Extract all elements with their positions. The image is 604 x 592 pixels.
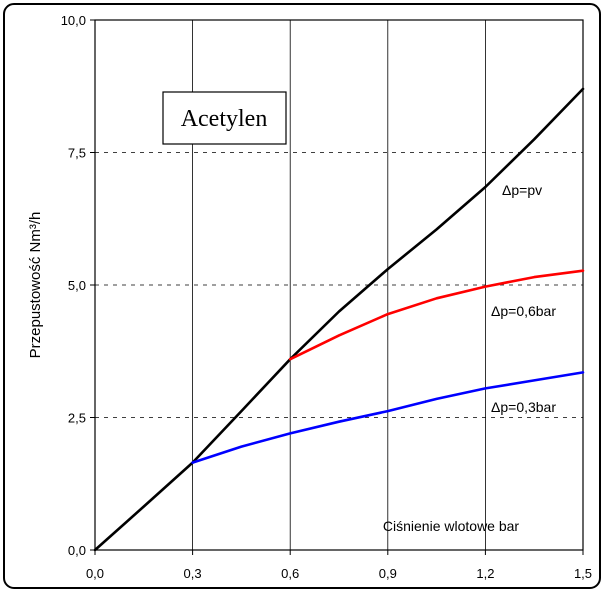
y-tick-label: 0,0 bbox=[68, 543, 86, 558]
axis-ticks: 0,0 0,3 0,6 0,9 1,2 1,5 0,0 2,5 5,0 7,5 10,0 bbox=[61, 13, 592, 581]
y-tick-label: 10,0 bbox=[61, 13, 86, 28]
chart-title-box: Acetylen bbox=[162, 91, 287, 145]
y-tick-label: 5,0 bbox=[68, 278, 86, 293]
series-lines bbox=[93, 87, 585, 552]
series-line-0 bbox=[93, 87, 585, 552]
x-tick-label: 0,0 bbox=[86, 566, 104, 581]
series-label-pv: Δp=pv bbox=[502, 182, 542, 198]
x-tick-label: 1,2 bbox=[476, 566, 494, 581]
y-tick-label: 2,5 bbox=[68, 411, 86, 426]
y-axis-title: Przepustowość Nm³/h bbox=[27, 212, 44, 359]
x-tick-label: 0,6 bbox=[281, 566, 299, 581]
series-label-0-6bar: Δp=0,6bar bbox=[491, 303, 556, 319]
x-tick-label: 1,5 bbox=[574, 566, 592, 581]
x-axis-title: Ciśnienie wlotowe bar bbox=[383, 518, 520, 534]
x-tick-label: 0,9 bbox=[379, 566, 397, 581]
series-label-0-3bar: Δp=0,3bar bbox=[491, 399, 556, 415]
grid bbox=[95, 20, 583, 550]
series-line-2 bbox=[191, 371, 585, 464]
x-tick-label: 0,3 bbox=[184, 566, 202, 581]
chart-title: Acetylen bbox=[181, 106, 268, 132]
chart-border bbox=[3, 3, 601, 589]
series-line-1 bbox=[288, 269, 585, 361]
y-tick-label: 7,5 bbox=[68, 146, 86, 161]
